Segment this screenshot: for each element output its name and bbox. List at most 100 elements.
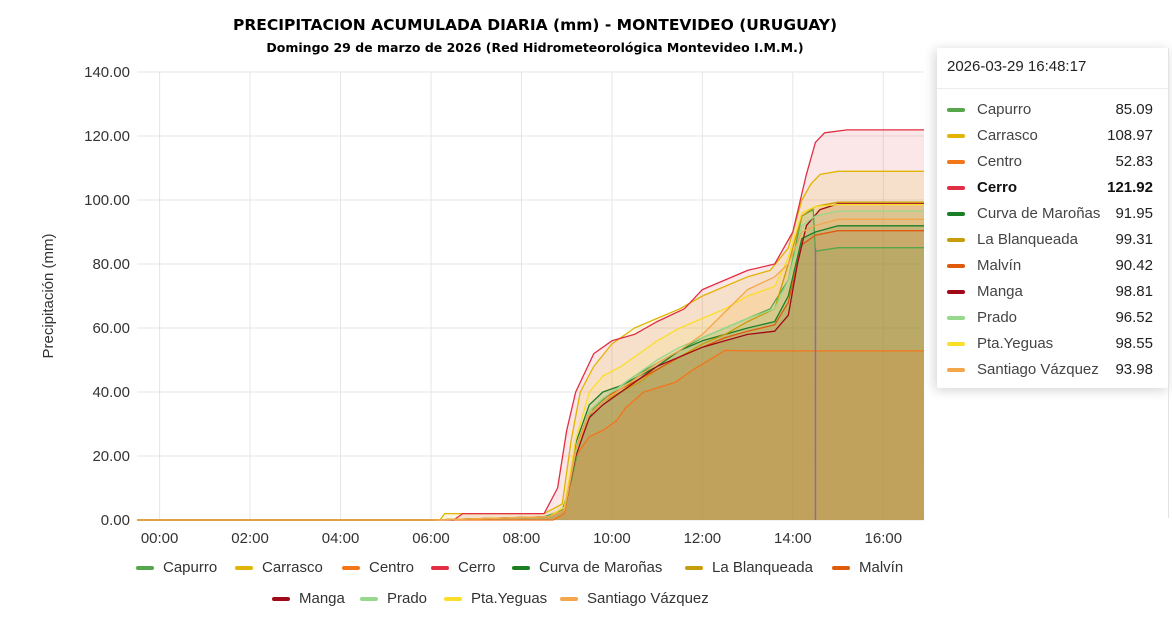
legend-label: Santiago Vázquez	[587, 590, 709, 607]
series-line-Pta.Yeguas[interactable]	[137, 203, 924, 521]
tooltip-row: Capurro 85.09	[937, 99, 1169, 121]
tooltip-series-name: Pta.Yeguas	[977, 335, 1054, 352]
tooltip-swatch	[947, 134, 965, 138]
tooltip-series-value: 91.95	[1115, 205, 1153, 222]
x-tick-label: 14:00	[774, 530, 812, 547]
tooltip-series-name: Cerro	[977, 179, 1018, 196]
tooltip-series-value: 108.97	[1107, 127, 1153, 144]
legend-swatch	[235, 566, 253, 570]
tooltip-series-name: La Blanqueada	[977, 231, 1078, 248]
y-tick-label: 140.00	[84, 64, 130, 81]
tooltip-swatch	[947, 342, 965, 346]
tooltip-series-name: Malvín	[977, 257, 1022, 274]
legend-swatch	[272, 597, 290, 601]
tooltip-series-value: 121.92	[1107, 179, 1153, 196]
tooltip-swatch	[947, 186, 965, 190]
series-line-Cerro[interactable]	[137, 129, 924, 521]
legend-label: Pta.Yeguas	[471, 590, 548, 607]
x-tick-label: 04:00	[322, 530, 360, 547]
x-tick-label: 00:00	[141, 530, 179, 547]
tooltip-swatch	[947, 212, 965, 216]
x-tick-label: 06:00	[412, 530, 450, 547]
series-area-La Blanqueada	[137, 202, 924, 520]
chart-panel: 0.00 20.00 40.00 60.00 80.00 100.00 120.00 140.…	[0, 0, 948, 623]
series-area-Prado	[137, 211, 924, 520]
series-line-Santiago Vázquez[interactable]	[137, 218, 924, 521]
legend-label: Capurro	[163, 559, 218, 576]
y-tick-label: 100.00	[84, 192, 130, 209]
tooltip-series-value: 96.52	[1115, 309, 1153, 326]
tooltip-row: Cerro 121.92	[937, 177, 1169, 199]
tooltip-row: Centro 52.83	[937, 151, 1169, 173]
legend-swatch	[832, 566, 850, 570]
legend-swatch	[560, 597, 578, 601]
y-tick-label: 120.00	[84, 128, 130, 145]
legend-label: Cerro	[458, 559, 496, 576]
tooltip-series-value: 93.98	[1115, 361, 1153, 378]
chart-subtitle: Domingo 29 de marzo de 2026 (Red Hidrome…	[266, 40, 804, 55]
tooltip-row: Manga 98.81	[937, 281, 1169, 303]
tooltip-timestamp: 2026-03-29 16:48:17	[947, 58, 1087, 75]
tooltip-series-name: Centro	[977, 153, 1023, 170]
adjacent-panel-edge	[0, 0, 30, 623]
legend-swatch	[360, 597, 378, 601]
series-area-Santiago Vázquez	[137, 219, 924, 521]
panel-scroll-edge	[1168, 48, 1172, 518]
x-tick-label: 16:00	[865, 530, 903, 547]
legend-swatch	[136, 566, 154, 570]
tooltip-series-value: 99.31	[1115, 231, 1153, 248]
tooltip-series-name: Curva de Maroñas	[977, 205, 1101, 222]
y-tick-label: 60.00	[92, 320, 130, 337]
legend-swatch	[342, 566, 360, 570]
y-tick-label: 80.00	[92, 256, 130, 273]
tooltip-series-name: Capurro	[977, 101, 1032, 118]
tooltip-row: Malvín 90.42	[937, 255, 1169, 277]
tooltip-series-name: Carrasco	[977, 127, 1038, 144]
tooltip-swatch	[947, 290, 965, 294]
tooltip-row: Carrasco 108.97	[937, 125, 1169, 147]
tooltip-row: Pta.Yeguas 98.55	[937, 333, 1169, 355]
x-tick-label: 08:00	[503, 530, 541, 547]
series-area-Pta.Yeguas	[137, 204, 924, 520]
tooltip-row: Santiago Vázquez 93.98	[937, 359, 1169, 381]
legend-swatch	[444, 597, 462, 601]
series-area-Curva de Maroñas	[137, 225, 924, 521]
tooltip-series-value: 90.42	[1115, 257, 1153, 274]
legend-label: Centro	[369, 559, 415, 576]
legend-label: Manga	[299, 590, 345, 607]
tooltip-divider	[937, 88, 1169, 89]
series-line-Carrasco[interactable]	[137, 170, 924, 521]
chart-plot[interactable]: 0.00 20.00 40.00 60.00 80.00 100.00 120.00 140.…	[0, 0, 948, 623]
legend-label: Curva de Maroñas	[539, 559, 663, 576]
series-area-Cerro	[137, 129, 924, 520]
tooltip-series-name: Santiago Vázquez	[977, 361, 1099, 378]
legend-label: La Blanqueada	[712, 559, 813, 576]
tooltip-series-value: 85.09	[1115, 101, 1153, 118]
tooltip-row: Prado 96.52	[937, 307, 1169, 329]
series-line-Centro[interactable]	[137, 349, 924, 521]
tooltip-swatch	[947, 108, 965, 112]
tooltip-series-value: 52.83	[1115, 153, 1153, 170]
tooltip-swatch	[947, 160, 965, 164]
x-tick-label: 02:00	[231, 530, 269, 547]
legend-label: Malvín	[859, 559, 904, 576]
tooltip-swatch	[947, 238, 965, 242]
series-area-Manga	[137, 203, 924, 521]
legend-swatch	[685, 566, 703, 570]
chart-title: PRECIPITACION ACUMULADA DIARIA (mm) - MO…	[232, 16, 838, 34]
series-area-Capurro	[137, 209, 924, 520]
series-area-Carrasco	[137, 171, 924, 521]
x-tick-label: 10:00	[593, 530, 631, 547]
legend-swatch	[512, 566, 530, 570]
legend-swatch	[431, 566, 449, 570]
tooltip-row: Curva de Maroñas 91.95	[937, 203, 1169, 225]
tooltip-row: La Blanqueada 99.31	[937, 229, 1169, 251]
legend-label: Carrasco	[262, 559, 323, 576]
y-tick-label: 20.00	[92, 448, 130, 465]
tooltip-series-value: 98.55	[1115, 335, 1153, 352]
legend-label: Prado	[387, 590, 428, 607]
tooltip-swatch	[947, 316, 965, 320]
tooltip-series-name: Prado	[977, 309, 1018, 326]
y-tick-label: 40.00	[92, 384, 130, 401]
series-area-Malvín	[137, 230, 924, 520]
